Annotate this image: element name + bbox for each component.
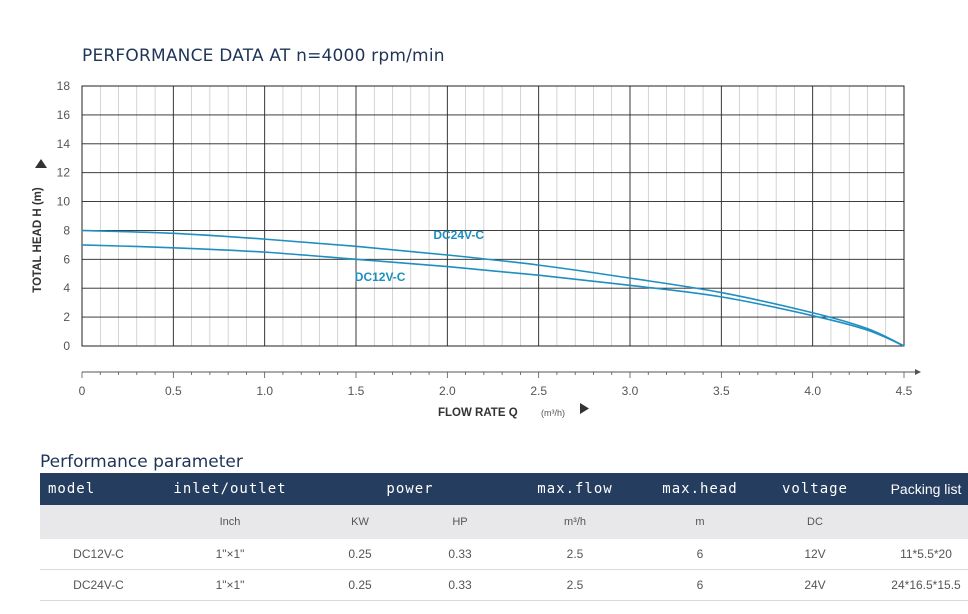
y-tick-label: 12 xyxy=(57,166,71,180)
cell-packing: 11*5.5*20 xyxy=(870,539,968,570)
cell-inlet-outlet: 1"×1" xyxy=(150,569,310,601)
y-tick-label: 18 xyxy=(57,79,71,93)
y-tick-label: 16 xyxy=(57,108,71,122)
y-tick-label: 8 xyxy=(63,223,70,237)
unit-hp: HP xyxy=(410,505,510,539)
y-axis-label: TOTAL HEAD H (m) xyxy=(32,187,44,293)
x-tick-label: 2.5 xyxy=(530,384,547,398)
y-tick-label: 14 xyxy=(57,137,71,151)
header-model: model xyxy=(40,473,150,505)
x-tick-label: 1.5 xyxy=(348,384,365,398)
cell-max-head: 6 xyxy=(640,539,760,570)
cell-model: DC12V-C xyxy=(40,539,150,570)
header-max-head: max.head xyxy=(640,473,760,505)
y-tick-label: 2 xyxy=(63,310,70,324)
parameter-section-title: Performance parameter xyxy=(40,452,243,472)
x-axis-label: FLOW RATE Q xyxy=(438,407,518,419)
unit-max-flow: m³/h xyxy=(510,505,640,539)
x-tick-label: 3.5 xyxy=(713,384,730,398)
cell-voltage: 12V xyxy=(760,539,870,570)
table-header-row: model inlet/outlet power max.flow max.he… xyxy=(40,473,968,505)
series-line-dc12v-c xyxy=(81,244,905,347)
x-tick-label: 4.0 xyxy=(804,384,821,398)
cell-max-head: 6 xyxy=(640,569,760,601)
header-packing-list: Packing list xyxy=(870,473,968,505)
header-max-flow: max.flow xyxy=(510,473,640,505)
series-label: DC24V-C xyxy=(433,228,484,242)
unit-kw: KW xyxy=(310,505,410,539)
cell-inlet-outlet: 1"×1" xyxy=(150,539,310,570)
x-tick-label: 0 xyxy=(79,384,86,398)
table-row: DC24V-C 1"×1" 0.25 0.33 2.5 6 24V 24*16.… xyxy=(40,569,968,601)
cell-model: DC24V-C xyxy=(40,569,150,601)
cell-hp: 0.33 xyxy=(410,539,510,570)
cell-max-flow: 2.5 xyxy=(510,539,640,570)
y-label-arrow-icon xyxy=(35,159,47,168)
x-tick-label: 4.5 xyxy=(896,384,913,398)
cell-kw: 0.25 xyxy=(310,569,410,601)
series-line-dc24v-c xyxy=(81,229,905,347)
x-axis-arrow-icon xyxy=(915,369,921,375)
y-tick-label: 10 xyxy=(57,195,71,209)
chart-title: PERFORMANCE DATA AT n=4000 rpm/min xyxy=(82,46,445,66)
performance-chart: 0 2 4 6 8 10 12 14 16 18 0 0.5 1.0 1.5 2.0 2.5 3.0 3.5 4.0… xyxy=(32,79,921,419)
header-power: power xyxy=(310,473,510,505)
unit-model xyxy=(40,505,150,539)
performance-parameter-table: model inlet/outlet power max.flow max.he… xyxy=(40,473,968,601)
x-axis-unit: (m³/h) xyxy=(541,408,565,418)
x-tick-label: 1.0 xyxy=(256,384,273,398)
header-voltage: voltage xyxy=(760,473,870,505)
y-tick-label: 0 xyxy=(63,339,70,353)
x-tick-label: 3.0 xyxy=(622,384,639,398)
unit-max-head: m xyxy=(640,505,760,539)
cell-packing: 24*16.5*15.5 xyxy=(870,569,968,601)
table-row: DC12V-C 1"×1" 0.25 0.33 2.5 6 12V 11*5.5… xyxy=(40,539,968,570)
header-inlet-outlet: inlet/outlet xyxy=(150,473,310,505)
unit-voltage: DC xyxy=(760,505,870,539)
units-row: Inch KW HP m³/h m DC xyxy=(40,505,968,539)
x-label-arrow-icon xyxy=(580,403,589,414)
y-tick-label: 6 xyxy=(63,252,70,266)
x-tick-label: 0.5 xyxy=(165,384,182,398)
x-tick-label: 2.0 xyxy=(439,384,456,398)
unit-inlet-outlet: Inch xyxy=(150,505,310,539)
cell-hp: 0.33 xyxy=(410,569,510,601)
plot-frame xyxy=(81,85,905,347)
cell-kw: 0.25 xyxy=(310,539,410,570)
series-label: DC12V-C xyxy=(355,270,406,284)
cell-voltage: 24V xyxy=(760,569,870,601)
unit-packing xyxy=(870,505,968,539)
cell-max-flow: 2.5 xyxy=(510,569,640,601)
y-tick-label: 4 xyxy=(63,281,70,295)
